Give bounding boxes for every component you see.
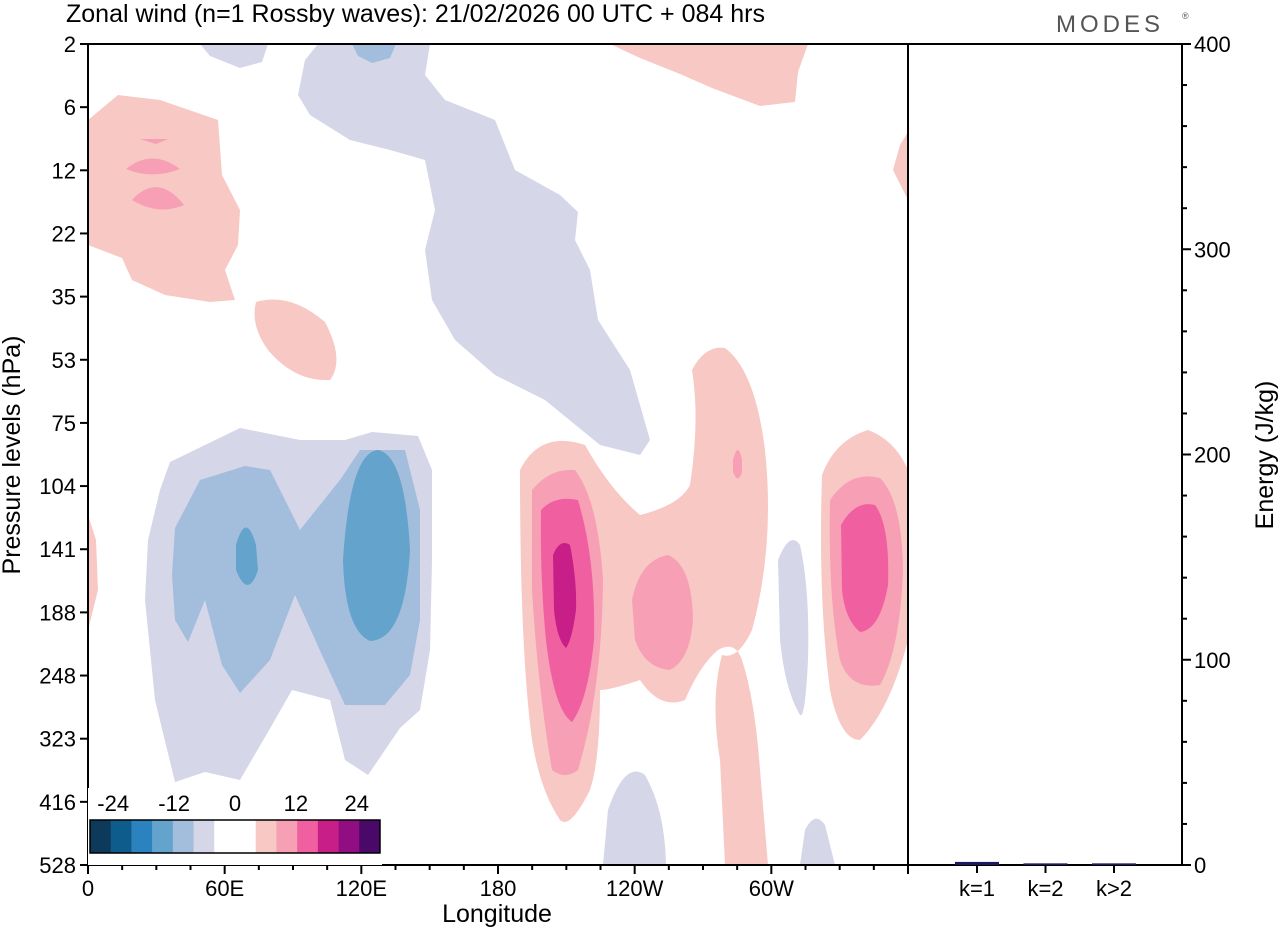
colorbar-label: 24 (345, 791, 369, 816)
pressure-tick-label: 416 (39, 790, 76, 815)
longitude-axis: 0 60E 120E 180 120W 60W (82, 865, 909, 901)
energy-bar (1092, 863, 1136, 865)
colorbar-swatch (172, 820, 194, 853)
colorbar-swatch (276, 820, 298, 853)
contour-pos-strato-core2 (126, 158, 180, 175)
contour-neg-strato-core (352, 44, 396, 63)
colorbar-border (89, 819, 381, 854)
energy-category-label: k>2 (1096, 876, 1132, 901)
colorbar-swatch (317, 820, 339, 853)
energy-tick-label: 300 (1194, 237, 1231, 262)
colorbar-swatch (193, 820, 215, 853)
pressure-tick-label: 53 (52, 348, 76, 373)
contour-pos-east-core (841, 504, 889, 632)
contour-neg-east-foot (800, 818, 835, 865)
contour-pos-strato-blob (254, 299, 337, 381)
contour-neg-tropo-core-right (343, 450, 410, 641)
longitude-tick-label: 60E (205, 876, 244, 901)
colorbar-label: 12 (284, 791, 308, 816)
contour-pos-tropo-peak (553, 542, 577, 648)
contour-pos-edge-west (88, 515, 98, 630)
pressure-tick-label: 35 (52, 285, 76, 310)
colorbar-label: -24 (97, 791, 129, 816)
colorbar-label: -12 (158, 791, 190, 816)
colorbar-swatch (131, 820, 153, 853)
contour-pos-strato-ne (610, 44, 808, 106)
pressure-tick-label: 22 (52, 221, 76, 246)
contour-field (88, 44, 908, 865)
longitude-tick-label: 60W (749, 876, 794, 901)
colorbar-swatch (359, 820, 381, 853)
colorbar-swatch (297, 820, 319, 853)
contour-pos-strato-core3 (132, 187, 184, 210)
pressure-tick-label: 323 (39, 727, 76, 752)
pressure-tick-label: 141 (39, 537, 76, 562)
contour-neg-bottom-mid (603, 771, 666, 865)
energy-bar (1023, 863, 1068, 865)
energy-tick-label: 0 (1194, 853, 1206, 878)
energy-bars: k=1 k=2 k>2 (955, 861, 1136, 901)
colorbar-swatch (90, 820, 112, 853)
colorbar-swatch (338, 820, 360, 853)
energy-bar (955, 861, 999, 865)
energy-tick-label: 200 (1194, 443, 1231, 468)
pressure-tick-label: 248 (39, 664, 76, 689)
contour-pos-tropo-mid2 (632, 555, 693, 670)
pressure-tick-label: 2 (64, 32, 76, 57)
y-axis-label: Pressure levels (hPa) (0, 336, 26, 575)
modes-logo: MODES (1056, 11, 1164, 38)
colorbar-swatch (235, 820, 257, 853)
pressure-tick-label: 6 (64, 95, 76, 120)
pressure-tick-label: 12 (52, 158, 76, 183)
colorbar-swatch (255, 820, 277, 853)
energy-tick-label: 400 (1194, 32, 1231, 57)
pressure-axis: 2 6 12 22 35 53 75 104 141 188 248 323 416 528 (39, 32, 88, 878)
pressure-tick-label: 188 (39, 600, 76, 625)
contour-neg-east-strip (778, 540, 809, 716)
chart-title: Zonal wind (n=1 Rossby waves): 21/02/202… (66, 0, 765, 28)
colorbar-label: 0 (229, 791, 241, 816)
x-axis-label: Longitude (442, 900, 552, 928)
energy-category-label: k=1 (959, 876, 995, 901)
longitude-tick-label: 120W (606, 876, 664, 901)
colorbar-swatch (152, 820, 174, 853)
longitude-tick-label: 0 (82, 876, 94, 901)
energy-axis-label: Energy (J/kg) (1251, 381, 1279, 530)
contour-pos-tropo-dot (733, 450, 742, 479)
modes-logo-mark: ® (1182, 11, 1189, 21)
pressure-tick-label: 104 (39, 474, 76, 499)
contour-pos-edge-east (893, 132, 908, 200)
energy-category-label: k=2 (1027, 876, 1063, 901)
longitude-tick-label: 120E (336, 876, 387, 901)
energy-tick-label: 100 (1194, 648, 1231, 673)
colorbar-swatch (110, 820, 132, 853)
contour-pos-strato-core1 (140, 139, 168, 144)
colorbar-swatch (214, 820, 236, 853)
longitude-tick-label: 180 (480, 876, 517, 901)
pressure-tick-label: 528 (39, 853, 76, 878)
contour-neg-strato-top (200, 44, 268, 68)
contour-neg-strato (298, 44, 650, 455)
colorbar: -24 -12 0 12 24 (88, 788, 382, 865)
contour-neg-tropo-core-left (236, 527, 258, 585)
energy-axis: 0 100 200 300 400 (1182, 32, 1231, 878)
pressure-tick-label: 75 (52, 411, 76, 436)
